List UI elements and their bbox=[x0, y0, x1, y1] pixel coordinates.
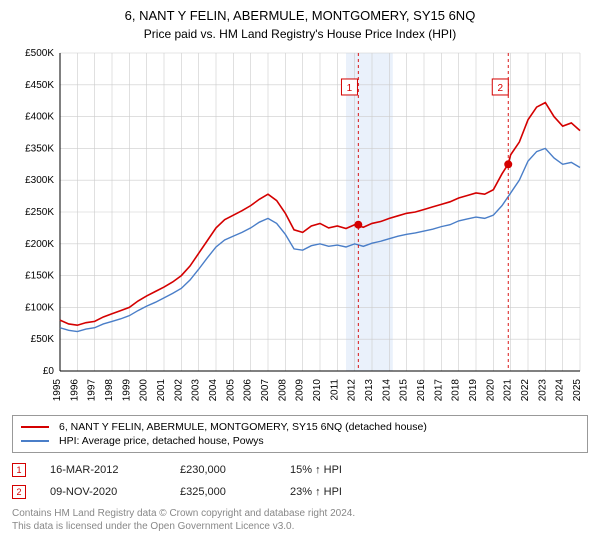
svg-text:1996: 1996 bbox=[69, 379, 80, 402]
svg-text:1997: 1997 bbox=[87, 379, 98, 402]
svg-text:2010: 2010 bbox=[312, 379, 323, 402]
svg-text:2023: 2023 bbox=[537, 379, 548, 402]
svg-text:2004: 2004 bbox=[208, 379, 219, 402]
svg-text:£500K: £500K bbox=[25, 48, 54, 59]
svg-text:2017: 2017 bbox=[433, 379, 444, 402]
transaction-row: 1 16-MAR-2012£230,00015% ↑ HPI bbox=[12, 461, 588, 483]
chart-plot-area: £0 £50K £100K £150K £200K £250K £300K £350K £400… bbox=[12, 47, 588, 407]
svg-text:£50K: £50K bbox=[31, 334, 55, 345]
svg-text:£350K: £350K bbox=[25, 143, 54, 154]
svg-text:1999: 1999 bbox=[121, 379, 132, 402]
transaction-price: £325,000 bbox=[180, 486, 290, 498]
svg-text:2000: 2000 bbox=[139, 379, 150, 402]
svg-text:2012: 2012 bbox=[347, 379, 358, 402]
svg-text:2001: 2001 bbox=[156, 379, 167, 402]
transaction-pct: 15% ↑ HPI bbox=[290, 464, 470, 476]
svg-text:2006: 2006 bbox=[243, 379, 254, 402]
svg-text:2008: 2008 bbox=[277, 379, 288, 402]
legend-swatch bbox=[21, 440, 49, 442]
line-chart-svg: £0 £50K £100K £150K £200K £250K £300K £350K £400… bbox=[12, 47, 588, 407]
footer-line-2: This data is licensed under the Open Gov… bbox=[12, 520, 588, 533]
transaction-table: 1 16-MAR-2012£230,00015% ↑ HPI 2 09-NOV-202… bbox=[12, 461, 588, 505]
svg-text:£150K: £150K bbox=[25, 271, 54, 282]
svg-text:2014: 2014 bbox=[381, 379, 392, 402]
transaction-marker: 2 bbox=[12, 485, 26, 499]
legend-box: 6, NANT Y FELIN, ABERMULE, MONTGOMERY, S… bbox=[12, 415, 588, 453]
svg-text:2011: 2011 bbox=[329, 379, 340, 401]
transaction-pct: 23% ↑ HPI bbox=[290, 486, 470, 498]
legend-item: 6, NANT Y FELIN, ABERMULE, MONTGOMERY, S… bbox=[21, 420, 579, 434]
svg-text:2016: 2016 bbox=[416, 379, 427, 402]
svg-text:2024: 2024 bbox=[555, 379, 566, 402]
footer-line-1: Contains HM Land Registry data © Crown c… bbox=[12, 507, 588, 520]
svg-text:£450K: £450K bbox=[25, 80, 54, 91]
svg-text:2022: 2022 bbox=[520, 379, 531, 402]
svg-text:1995: 1995 bbox=[52, 379, 63, 402]
transaction-row: 2 09-NOV-2020£325,00023% ↑ HPI bbox=[12, 483, 588, 505]
transaction-date: 16-MAR-2012 bbox=[50, 464, 180, 476]
chart-subtitle: Price paid vs. HM Land Registry's House … bbox=[12, 27, 588, 41]
svg-text:2015: 2015 bbox=[399, 379, 410, 402]
svg-text:2003: 2003 bbox=[191, 379, 202, 402]
chart-title: 6, NANT Y FELIN, ABERMULE, MONTGOMERY, S… bbox=[12, 8, 588, 23]
svg-text:£250K: £250K bbox=[25, 207, 54, 218]
svg-text:2009: 2009 bbox=[295, 379, 306, 402]
svg-text:2005: 2005 bbox=[225, 379, 236, 402]
svg-text:2002: 2002 bbox=[173, 379, 184, 402]
svg-text:£400K: £400K bbox=[25, 112, 54, 123]
svg-text:1998: 1998 bbox=[104, 379, 115, 402]
transaction-date: 09-NOV-2020 bbox=[50, 486, 180, 498]
transaction-marker: 1 bbox=[12, 463, 26, 477]
chart-container: 6, NANT Y FELIN, ABERMULE, MONTGOMERY, S… bbox=[0, 0, 600, 539]
svg-text:2018: 2018 bbox=[451, 379, 462, 402]
svg-text:£300K: £300K bbox=[25, 175, 54, 186]
legend-label: HPI: Average price, detached house, Powy… bbox=[59, 435, 264, 447]
svg-text:£0: £0 bbox=[43, 366, 55, 377]
svg-text:2013: 2013 bbox=[364, 379, 375, 402]
legend-item: HPI: Average price, detached house, Powy… bbox=[21, 434, 579, 448]
legend-swatch bbox=[21, 426, 49, 428]
svg-text:£200K: £200K bbox=[25, 239, 54, 250]
svg-text:2019: 2019 bbox=[468, 379, 479, 402]
svg-text:2: 2 bbox=[497, 83, 503, 94]
svg-text:£100K: £100K bbox=[25, 302, 54, 313]
svg-text:2020: 2020 bbox=[485, 379, 496, 402]
legend-label: 6, NANT Y FELIN, ABERMULE, MONTGOMERY, S… bbox=[59, 421, 427, 433]
footer-attribution: Contains HM Land Registry data © Crown c… bbox=[12, 507, 588, 533]
svg-text:2007: 2007 bbox=[260, 379, 271, 402]
transaction-price: £230,000 bbox=[180, 464, 290, 476]
svg-text:2025: 2025 bbox=[572, 379, 583, 402]
svg-text:1: 1 bbox=[347, 83, 353, 94]
svg-text:2021: 2021 bbox=[503, 379, 514, 402]
